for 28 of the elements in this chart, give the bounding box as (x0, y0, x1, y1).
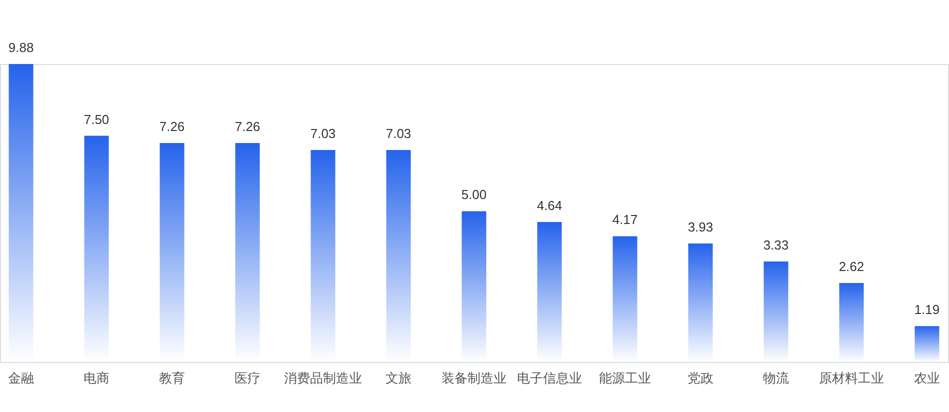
x-tick-label: 农业 (914, 370, 940, 386)
data-label: 3.33 (763, 238, 789, 253)
x-tick-label: 教育 (159, 370, 186, 386)
x-tick-label: 装备制造业 (442, 370, 506, 386)
bar (914, 326, 940, 362)
data-label: 5.00 (461, 187, 487, 202)
data-label: 3.93 (688, 219, 714, 234)
x-tick-label: 物流 (762, 370, 789, 386)
data-label: 7.26 (234, 119, 260, 134)
x-tick-label: 原材料工业 (818, 370, 884, 386)
data-label: 7.26 (159, 119, 185, 134)
data-label: 7.50 (84, 112, 110, 127)
x-tick-label: 文旅 (386, 370, 412, 386)
x-tick-label: 医疗 (234, 370, 261, 386)
data-label: 4.64 (536, 198, 562, 214)
x-tick-label: 党政 (687, 370, 714, 386)
data-label: 2.62 (838, 258, 864, 274)
data-label: 7.03 (386, 126, 412, 141)
x-tick-label: 电商 (84, 370, 110, 386)
data-label: 9.88 (8, 40, 34, 55)
x-tick-label: 金融 (8, 370, 34, 386)
data-label: 1.19 (914, 302, 940, 318)
x-tick-label: 消费品制造业 (284, 370, 362, 386)
x-tick-label: 电子信息业 (516, 370, 582, 386)
bar (839, 282, 864, 362)
data-label: 7.03 (310, 126, 336, 141)
x-tick-label: 能源工业 (598, 370, 651, 386)
data-label: 4.17 (612, 212, 638, 228)
